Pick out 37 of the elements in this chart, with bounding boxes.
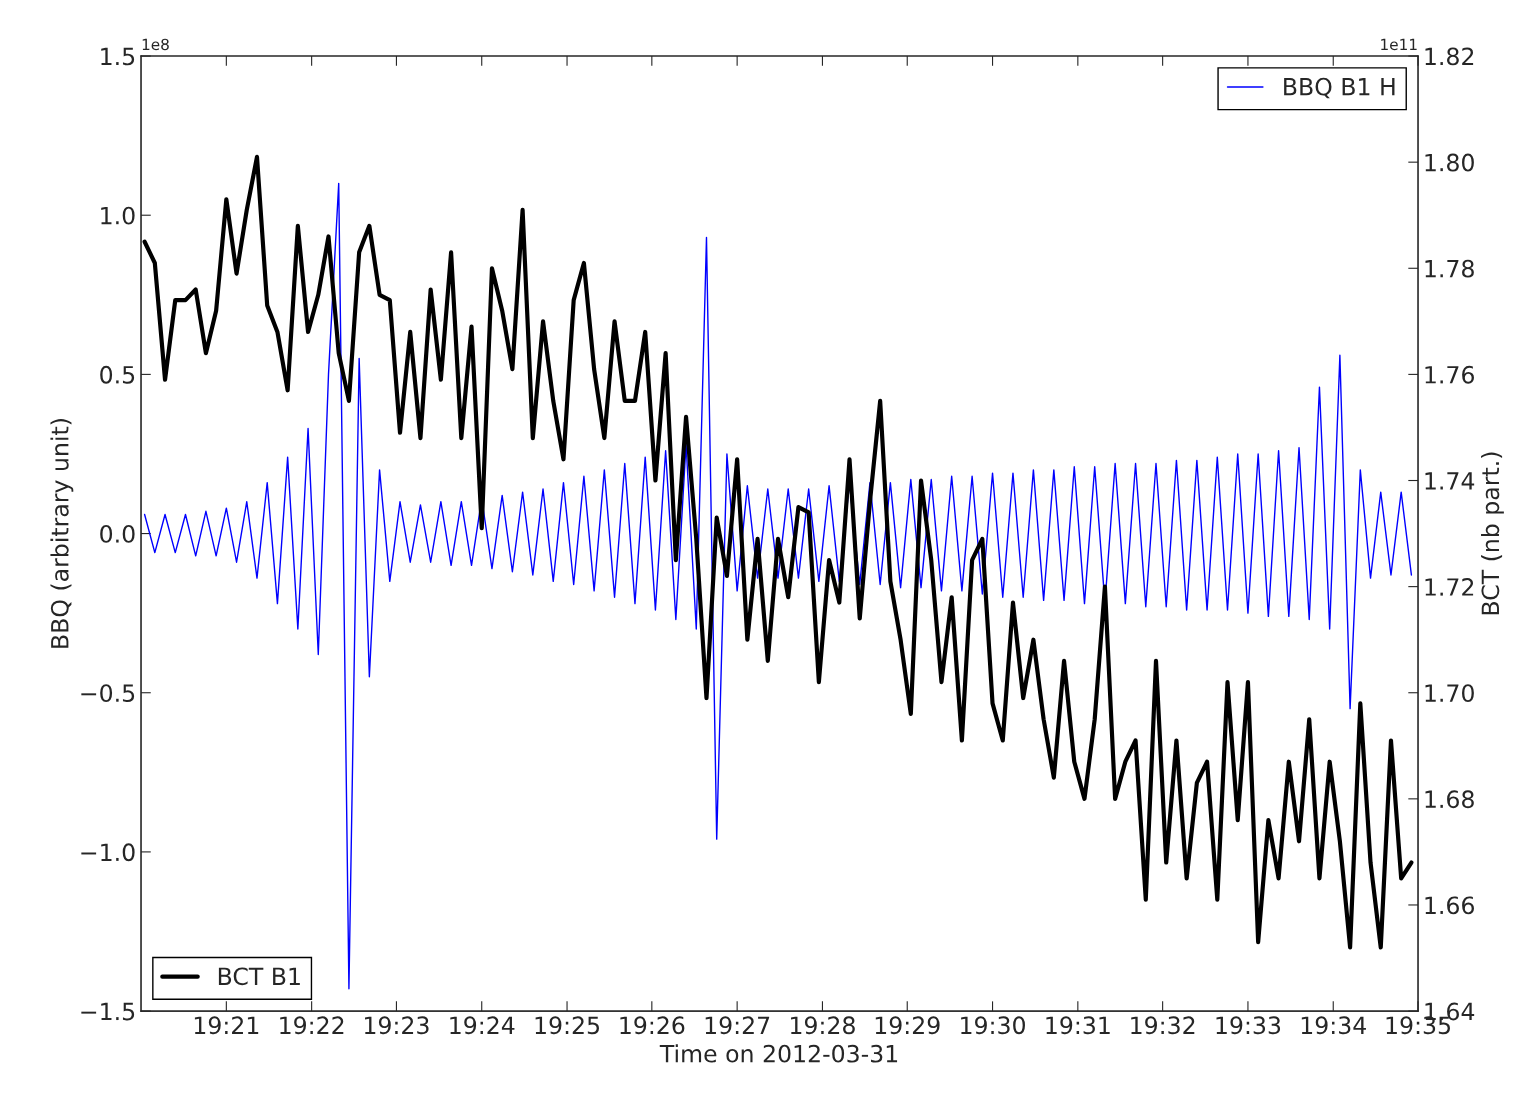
y2-tick-label: 1.74 (1425, 472, 1475, 490)
y-tick-label: 0.5 (100, 365, 135, 384)
y-axis-title: BBQ (arbitrary unit) (50, 419, 74, 648)
x-tick-label: 19:27 (705, 1016, 770, 1035)
x-tick-label: 19:33 (1216, 1016, 1281, 1035)
text: 1e11 (1381, 38, 1417, 51)
y-tick-label: −1.0 (81, 843, 135, 862)
text: 1e8 (142, 38, 169, 51)
y-tick-label: 0.0 (100, 525, 135, 543)
y-tick-label: −0.5 (81, 684, 135, 703)
y2-tick-label: 1.78 (1425, 259, 1474, 278)
x-tick-label: 19:30 (961, 1016, 1025, 1035)
x-tick-label: 19:34 (1301, 1016, 1366, 1035)
x-tick-label: 19:22 (280, 1016, 344, 1035)
y-tick-label: −1.5 (81, 1002, 135, 1021)
x-tick-label: 19:31 (1046, 1016, 1110, 1035)
x-axis-title: Time on 2012-03-31 (659, 1044, 898, 1063)
y2-tick-label: 1.66 (1425, 896, 1474, 915)
y-tick-label: 1.0 (101, 206, 135, 225)
x-tick-label: 19:29 (875, 1016, 940, 1035)
x-tick-label: 19:32 (1131, 1016, 1195, 1035)
y2-axis-title: BCT (nb part.) (1481, 452, 1504, 615)
x-tick-label: 19:21 (194, 1016, 259, 1035)
y2-tick-label: 1.82 (1425, 47, 1474, 66)
y-tick-label: 1.5 (101, 47, 135, 66)
y2-tick-label: 1.68 (1425, 790, 1474, 809)
legend-label: BBQ B1 H (1284, 77, 1395, 99)
x-tick-label: 19:28 (791, 1016, 855, 1035)
y2-tick-label: 1.70 (1425, 684, 1474, 703)
x-tick-label: 19:26 (620, 1016, 685, 1035)
y2-tick-label: 1.76 (1425, 365, 1474, 384)
x-tick-label: 19:23 (365, 1016, 429, 1035)
y2-tick-label: 1.80 (1425, 153, 1474, 172)
x-tick-label: 19:25 (535, 1016, 599, 1035)
x-tick-label: 19:24 (450, 1016, 515, 1035)
legend-label: BCT B1 (218, 967, 300, 986)
y2-tick-label: 1.72 (1425, 578, 1474, 596)
